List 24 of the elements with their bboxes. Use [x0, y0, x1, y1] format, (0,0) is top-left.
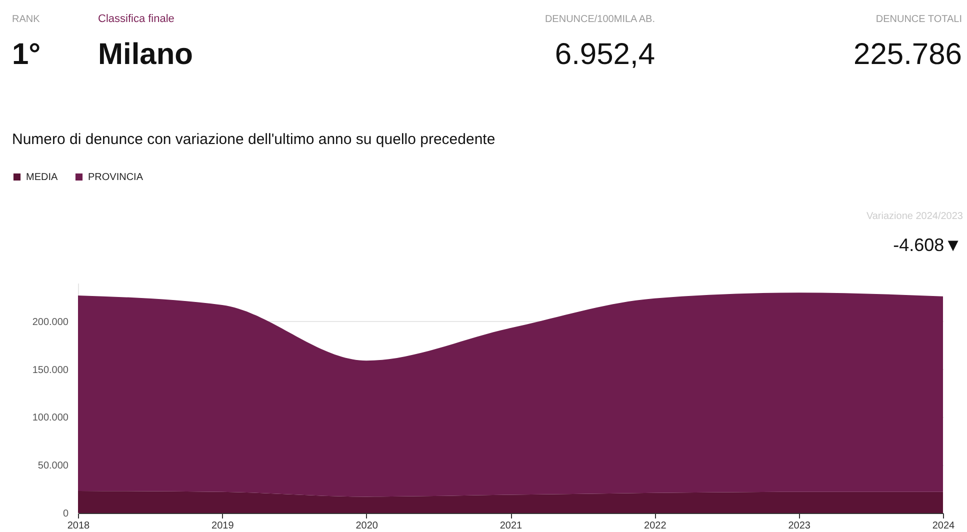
x-tick-label: 2024 — [932, 520, 956, 532]
text: 225.786 — [854, 38, 962, 71]
legend-label: PROVINCIA — [88, 172, 144, 183]
y-tick-label: 0 — [62, 508, 69, 520]
legend-label: MEDIA — [26, 172, 58, 183]
text: 1° — [12, 38, 41, 71]
text: 6.952,4 — [554, 38, 655, 71]
text: Milano — [98, 38, 193, 71]
y-tick-label: 200.000 — [32, 316, 69, 328]
x-tick-label: 2020 — [356, 520, 378, 532]
text: Classifica finale — [98, 13, 174, 25]
y-tick-label: 100.000 — [32, 412, 69, 424]
x-tick-label: 2019 — [212, 520, 234, 532]
y-tick-label: 50.000 — [38, 460, 69, 472]
text: DENUNCE TOTALI — [876, 14, 962, 25]
text: RANK — [12, 14, 40, 25]
text: DENUNCE/100MILA AB. — [544, 14, 655, 25]
text: -4.608▼ — [893, 235, 962, 255]
x-tick-label: 2022 — [644, 520, 667, 532]
x-tick-label: 2023 — [788, 520, 811, 532]
x-tick-label: 2021 — [500, 520, 523, 532]
y-tick-label: 150.000 — [32, 364, 69, 376]
x-tick-label: 2018 — [67, 520, 90, 532]
chart-title: Numero di denunce con variazione dell'ultimo anno su quello precedente — [12, 131, 496, 148]
